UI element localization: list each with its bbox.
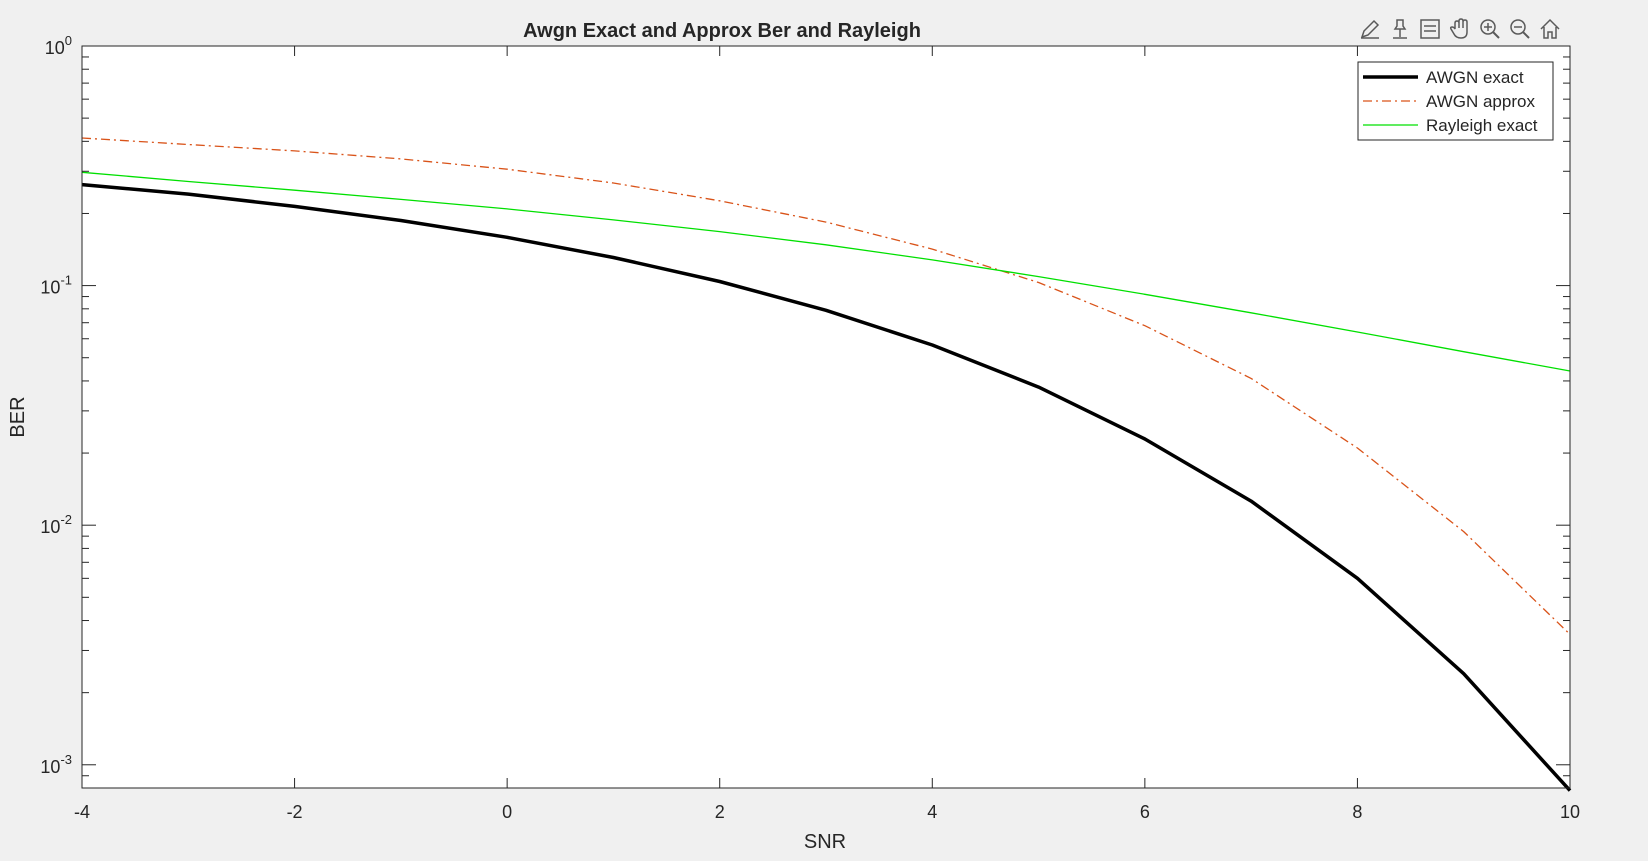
data-tips-button[interactable] (1386, 16, 1413, 43)
y-axis-label: BER (7, 396, 29, 437)
zoom-out-icon (1509, 19, 1530, 39)
series-line-awgn-approx[interactable] (81, 137, 1571, 635)
y-tick-label: 100 (45, 33, 72, 58)
y-tick-label: 10-3 (40, 752, 72, 777)
legend-entry-label: AWGN approx (1426, 92, 1535, 111)
zoom-in-button[interactable] (1476, 16, 1503, 43)
x-tick-label: -4 (74, 802, 90, 822)
brush-data-button[interactable] (1356, 16, 1383, 43)
x-tick-label: 4 (927, 802, 937, 822)
x-axis-label: SNR (804, 831, 846, 853)
zoom-in-icon (1479, 19, 1500, 39)
plot-area (82, 46, 1570, 788)
pan-icon (1449, 18, 1468, 39)
x-tick-label: 6 (1140, 802, 1150, 822)
legend[interactable]: AWGN exact AWGN approx Rayleigh exact (1357, 61, 1554, 141)
legend-entry-label: AWGN exact (1426, 68, 1524, 87)
series-line-rayleigh-exact[interactable] (81, 171, 1571, 372)
axes-box (81, 45, 1571, 789)
y-tick-label: 10-2 (40, 512, 72, 537)
zoom-out-button[interactable] (1506, 16, 1533, 43)
x-tick-label: 10 (1560, 802, 1580, 822)
legend-entry-label: Rayleigh exact (1426, 116, 1538, 135)
axes-toolbar (1356, 14, 1563, 44)
series-layer (81, 137, 1572, 792)
y-tick-label: 10-1 (40, 273, 72, 298)
x-tick-label: 8 (1352, 802, 1362, 822)
x-tick-label: -2 (287, 802, 303, 822)
home-icon (1539, 18, 1560, 39)
data-tips-icon (1392, 19, 1407, 39)
ticks-layer: -4 -2 0 2 4 6 8 10 10-3 10-2 10-1 100 (40, 33, 1580, 822)
chart-title: Awgn Exact and Approx Ber and Rayleigh (523, 20, 921, 42)
x-tick-label: 2 (715, 802, 725, 822)
brush-data-icon (1360, 19, 1379, 39)
legend-icon (1419, 19, 1440, 39)
x-tick-label: 0 (502, 802, 512, 822)
series-line-awgn-exact[interactable] (81, 182, 1572, 792)
home-button[interactable] (1536, 16, 1563, 43)
pan-button[interactable] (1446, 16, 1473, 43)
legend-button[interactable] (1416, 16, 1443, 43)
